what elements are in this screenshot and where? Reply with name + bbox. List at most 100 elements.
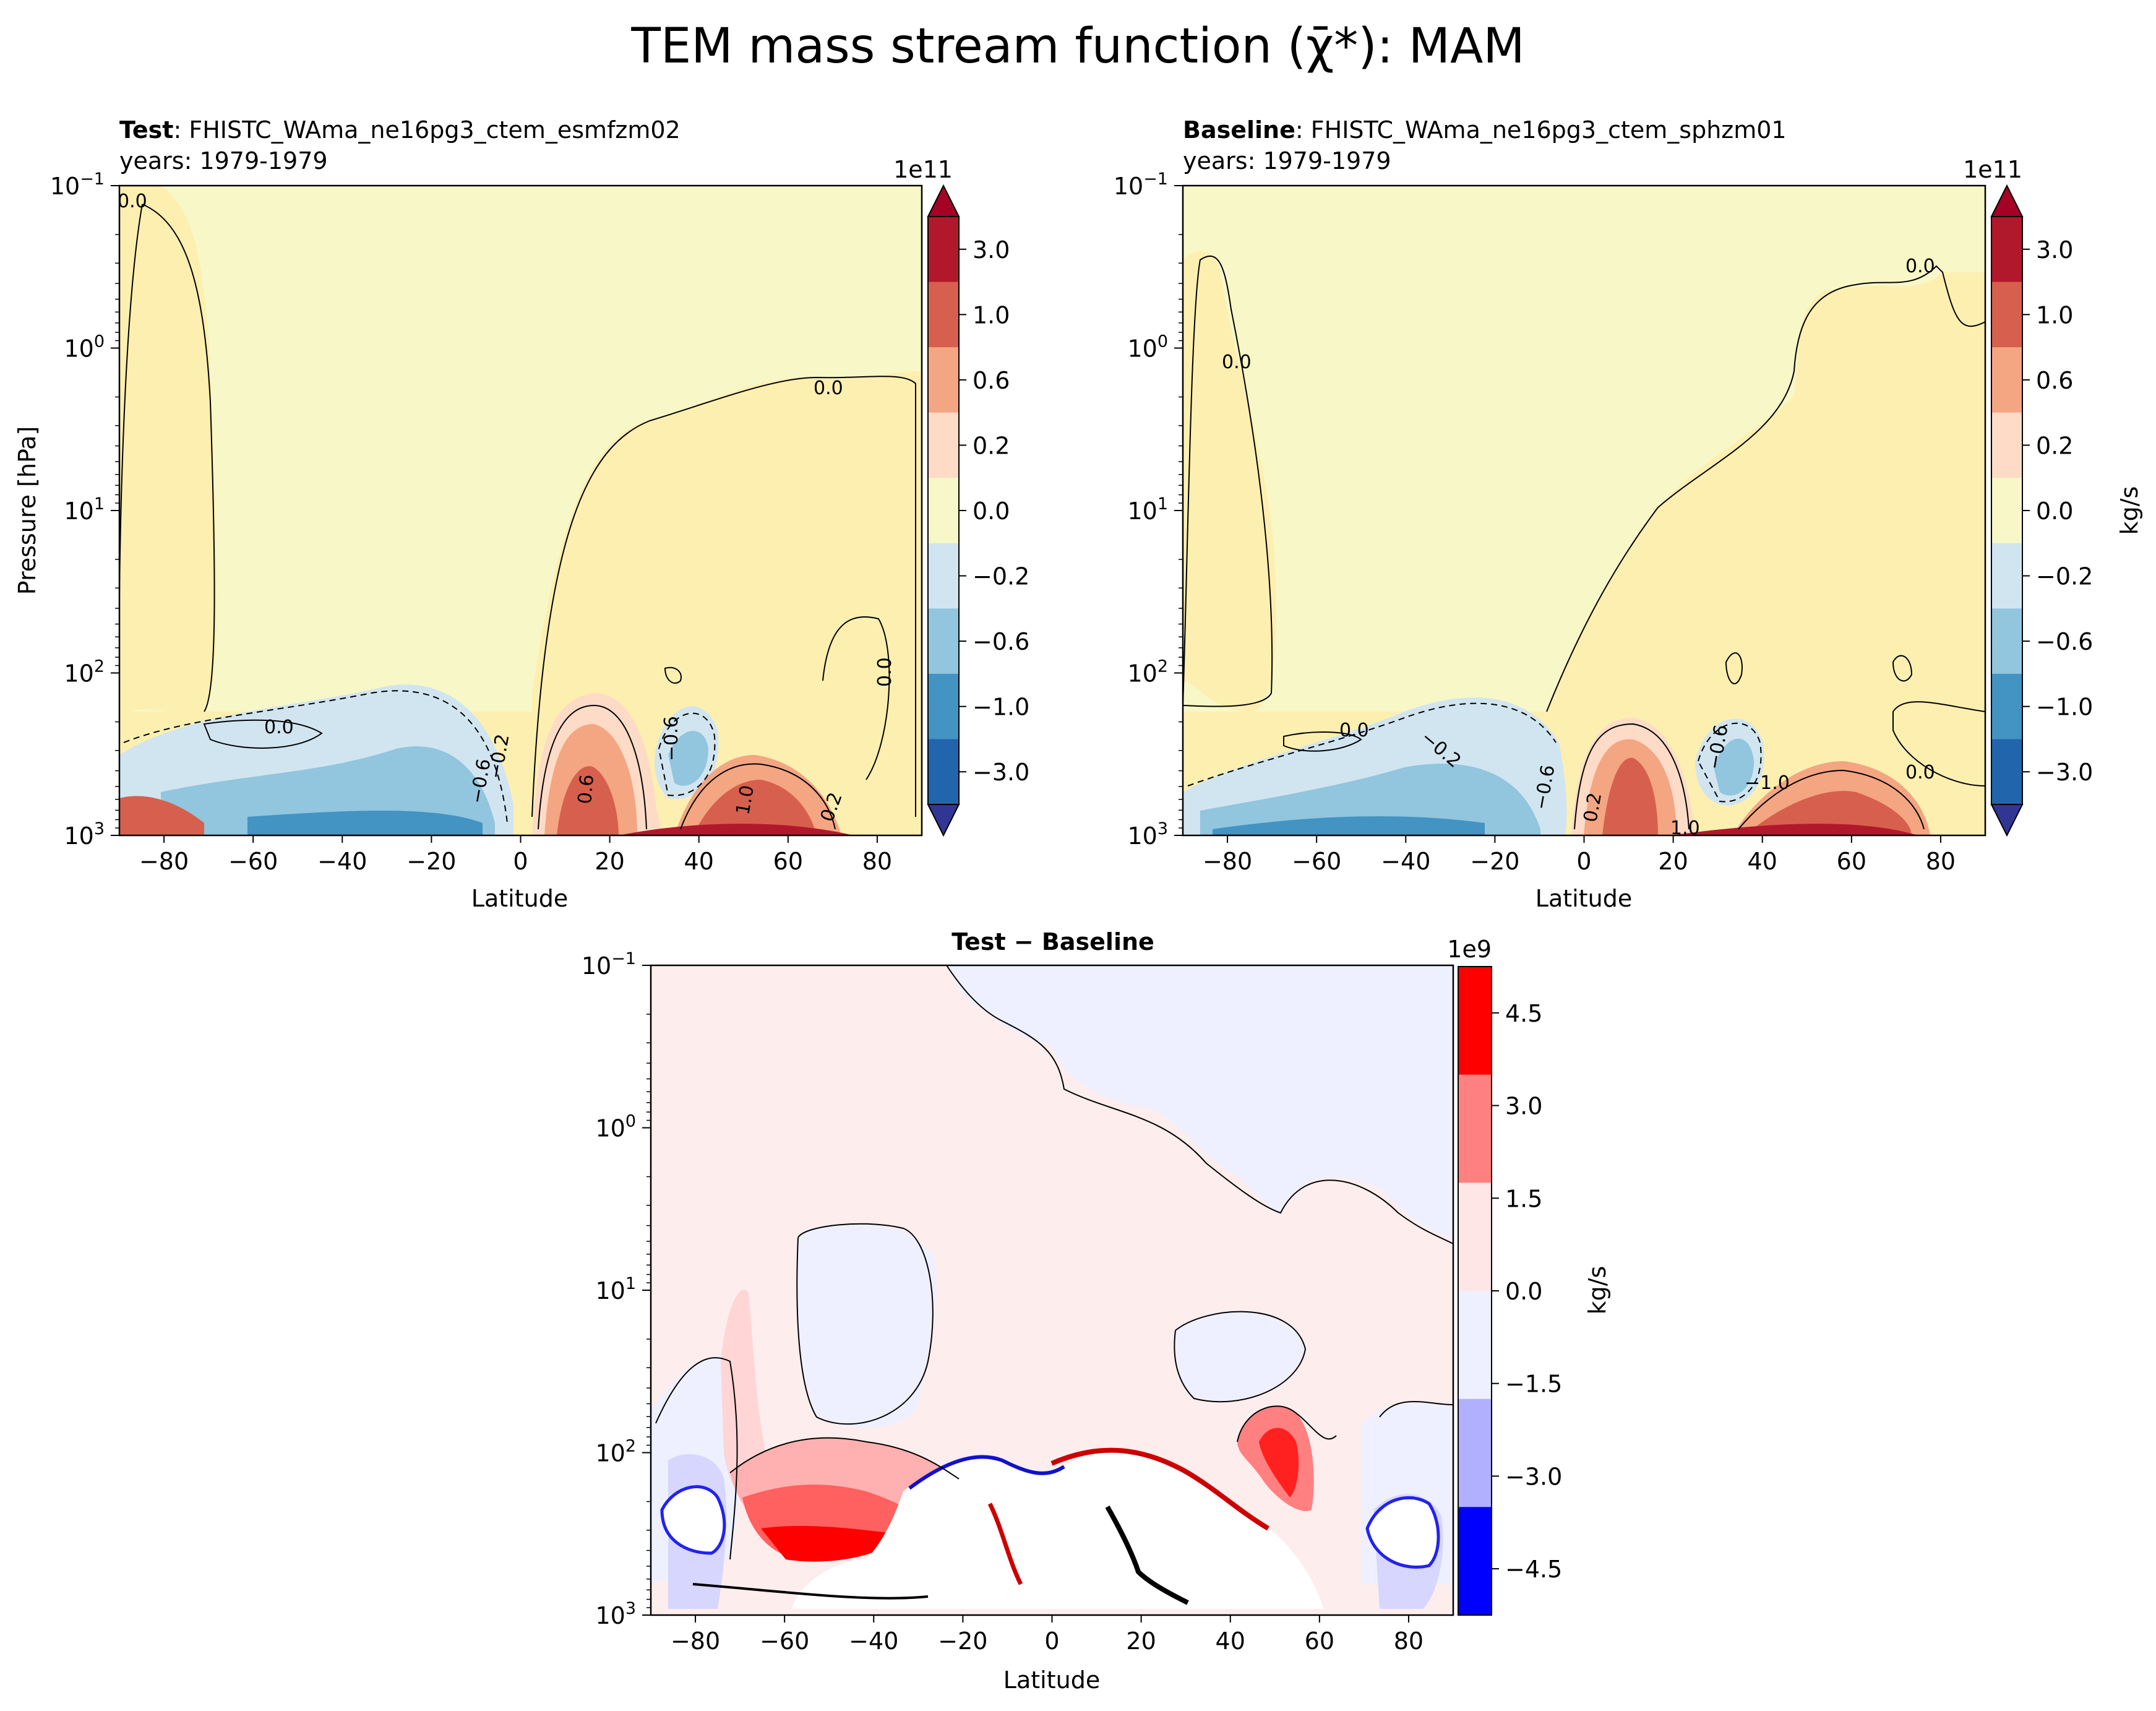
test-plot-area: 0.0 0.0 0.0 0.0 −0.2 −0.6 0.6 0.2 −0.6 1…	[14, 170, 923, 912]
x-tick-label: 20	[1126, 1627, 1156, 1655]
test-colorbar-extend-max	[927, 184, 960, 217]
colorbar-band	[1458, 1399, 1492, 1426]
colorbar-band	[1991, 739, 2022, 772]
baseline-title-sep: :	[1295, 116, 1303, 144]
test-title-sep: :	[173, 116, 182, 144]
colorbar-tick-label: 1.0	[973, 301, 1010, 329]
x-tick-label: 20	[595, 848, 624, 875]
test-contour-label: −0.6	[661, 716, 682, 761]
colorbar-band	[1991, 249, 2022, 283]
test-y-axis-label: Pressure [hPa]	[14, 426, 41, 595]
colorbar-band	[1458, 1074, 1492, 1102]
colorbar-band	[1458, 1020, 1492, 1048]
colorbar-band	[1458, 1317, 1492, 1345]
test-title-years: years: 1979-1979	[119, 147, 328, 175]
colorbar-band	[1458, 1155, 1492, 1183]
colorbar-band	[928, 641, 959, 674]
colorbar-band	[1458, 993, 1492, 1021]
y-tick-label: 101	[1127, 494, 1168, 525]
colorbar-tick-label: 1.0	[2036, 301, 2073, 329]
difference-y-axis: 10−1 100 101 102 103	[582, 949, 651, 1629]
baseline-contour-label: 0.0	[1905, 762, 1935, 783]
figure-suptitle: TEM mass stream function (χ̄*): MAM	[631, 19, 1525, 74]
test-contour-label: 1.0	[732, 783, 758, 816]
baseline-title-case: FHISTC_WAma_ne16pg3_ctem_sphzm01	[1310, 116, 1787, 144]
baseline-contour-label: 1.0	[1670, 817, 1700, 839]
x-tick-label: 0	[1576, 848, 1591, 875]
colorbar-band	[928, 412, 959, 446]
colorbar-band	[1458, 1345, 1492, 1373]
colorbar-tick-label: 0.2	[2036, 432, 2073, 459]
baseline-colorbar-extend-min	[1990, 804, 2024, 837]
colorbar-band	[1458, 1101, 1492, 1129]
colorbar-tick-label: −1.5	[1505, 1371, 1562, 1398]
test-x-axis-label: Latitude	[471, 885, 568, 912]
y-tick-label: 10−1	[582, 949, 636, 980]
baseline-contour-label: 0.2	[1579, 791, 1606, 824]
test-contour-label: 0.6	[574, 774, 598, 805]
x-tick-label: −40	[1381, 848, 1430, 875]
colorbar-band	[1458, 1183, 1492, 1210]
difference-contour-field	[651, 965, 1453, 1615]
colorbar-band	[1991, 673, 2022, 707]
difference-panel-title: Test − Baseline	[951, 928, 1154, 955]
colorbar-tick-label: 1.5	[1505, 1185, 1542, 1212]
colorbar-tick-label: −0.6	[2036, 628, 2093, 655]
y-tick-label: 103	[1127, 819, 1168, 850]
x-tick-label: 40	[1748, 848, 1777, 875]
colorbar-band	[1991, 706, 2022, 739]
colorbar-band	[1458, 1048, 1492, 1075]
test-contour-field	[119, 186, 922, 835]
colorbar-band	[1991, 379, 2022, 413]
colorbar-band	[928, 706, 959, 739]
y-tick-label: 102	[1127, 657, 1168, 687]
colorbar-band	[928, 575, 959, 609]
colorbar-band	[1458, 1236, 1492, 1264]
x-tick-label: −40	[849, 1627, 898, 1655]
colorbar-band	[1458, 1507, 1492, 1535]
colorbar-tick-label: 4.5	[1505, 1000, 1542, 1027]
baseline-x-axis: −80 −60 −40 −20 0 20 40 60 80	[1203, 835, 1956, 875]
colorbar-band	[1458, 1291, 1492, 1319]
x-tick-label: 0	[513, 848, 528, 875]
colorbar-band	[928, 673, 959, 707]
colorbar-tick-label: 3.0	[973, 236, 1010, 264]
y-tick-label: 101	[595, 1274, 636, 1304]
baseline-contour-field	[1183, 186, 1985, 835]
test-colorbar-bands	[928, 217, 959, 805]
baseline-panel-title: Baseline: FHISTC_WAma_ne16pg3_ctem_sphzm…	[1183, 114, 1787, 176]
x-tick-label: −60	[228, 848, 278, 875]
colorbar-tick-label: −1.0	[973, 694, 1029, 721]
colorbar-band	[928, 379, 959, 413]
x-tick-label: 60	[773, 848, 803, 875]
difference-plot-area: −80 −60 −40 −20 0 20 40 60 80 10−1 100 101 102 103 L…	[582, 949, 1454, 1694]
colorbar-band	[1991, 608, 2022, 642]
colorbar-band	[1991, 575, 2022, 609]
y-tick-label: 100	[1127, 332, 1168, 363]
colorbar-band	[1991, 347, 2022, 381]
x-tick-label: 60	[1305, 1627, 1334, 1655]
difference-x-axis-label: Latitude	[1003, 1666, 1100, 1694]
colorbar-tick-label: 0.0	[973, 498, 1010, 525]
baseline-title-bold: Baseline	[1183, 116, 1295, 144]
colorbar-tick-label: −0.2	[973, 563, 1029, 590]
test-title-case: FHISTC_WAma_ne16pg3_ctem_esmfzm02	[189, 116, 681, 144]
colorbar-band	[928, 608, 959, 642]
x-tick-label: 40	[1216, 1627, 1245, 1655]
baseline-x-axis-label: Latitude	[1535, 885, 1632, 912]
colorbar-band	[1458, 1372, 1492, 1400]
colorbar-tick-label: −3.0	[973, 759, 1029, 786]
baseline-colorbar-bands	[1991, 217, 2022, 805]
baseline-contour-label: −1.0	[1745, 772, 1790, 794]
x-tick-label: 40	[684, 848, 714, 875]
colorbar-band	[1991, 772, 2022, 805]
y-tick-label: 100	[595, 1112, 636, 1142]
colorbar-band	[1458, 967, 1492, 994]
colorbar-tick-label: 3.0	[2036, 236, 2073, 264]
colorbar-band	[928, 511, 959, 544]
baseline-plot-area: 0.0 0.0 0.0 −0.2 −0.6 0.2 −0.6 −1.0 0.0 …	[1114, 170, 1986, 912]
x-tick-label: −80	[671, 1627, 720, 1655]
baseline-colorbar-ticks: 3.0 1.0 0.6 0.2 0.0 −0.2 −0.6 −1.0 −3.0	[2022, 236, 2093, 786]
baseline-colorbar-extend-max	[1990, 184, 2024, 217]
